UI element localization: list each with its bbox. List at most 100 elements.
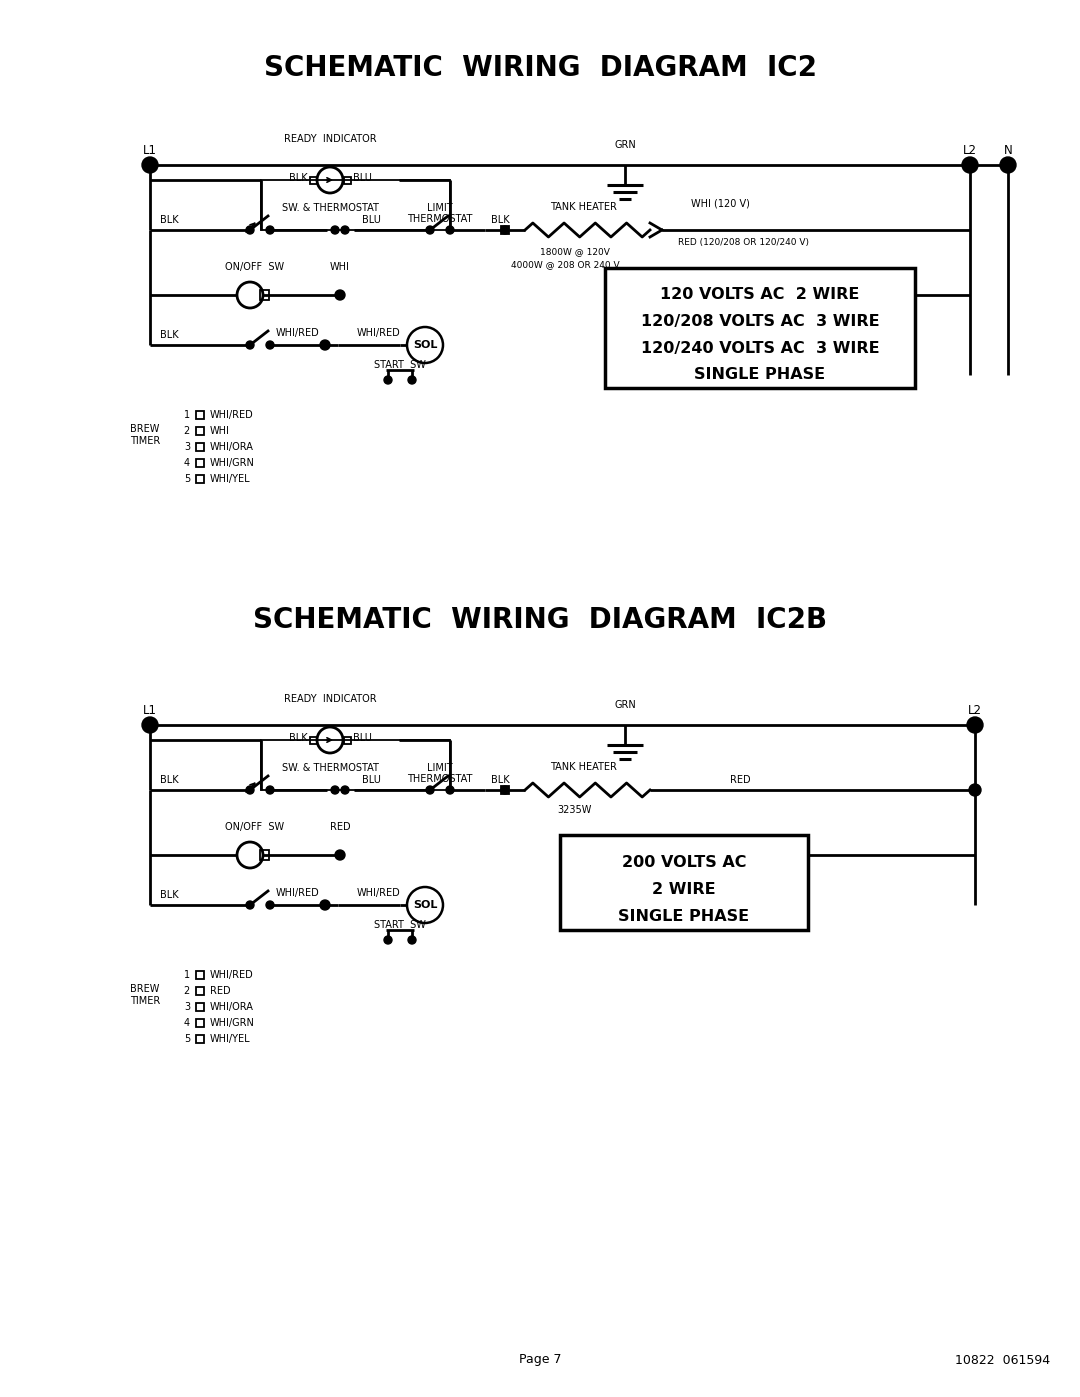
Text: 2 WIRE: 2 WIRE xyxy=(652,882,716,897)
Text: TIMER: TIMER xyxy=(130,996,160,1006)
Circle shape xyxy=(384,936,392,944)
Text: GRN: GRN xyxy=(615,700,636,710)
Circle shape xyxy=(266,226,274,235)
Bar xyxy=(195,475,204,483)
Text: GRN: GRN xyxy=(615,140,636,149)
Text: BLU: BLU xyxy=(362,775,381,785)
Text: RED: RED xyxy=(730,775,751,785)
Text: 2: 2 xyxy=(184,426,190,436)
Text: WHI/RED: WHI/RED xyxy=(276,888,320,898)
Text: 3: 3 xyxy=(184,1002,190,1011)
Text: WHI: WHI xyxy=(685,284,705,293)
Bar xyxy=(261,740,450,789)
Text: THERMOSTAT: THERMOSTAT xyxy=(407,214,473,224)
Circle shape xyxy=(446,787,454,793)
Text: WHI/YEL: WHI/YEL xyxy=(210,1034,251,1044)
Text: BLK: BLK xyxy=(160,775,178,785)
Bar xyxy=(195,411,204,419)
Text: RED: RED xyxy=(210,986,231,996)
Text: SOL: SOL xyxy=(413,900,437,909)
Text: 5: 5 xyxy=(184,474,190,483)
Bar xyxy=(561,835,808,930)
Text: WHI/RED: WHI/RED xyxy=(210,409,254,420)
Text: WHI/GRN: WHI/GRN xyxy=(210,1018,255,1028)
Text: SW. & THERMOSTAT: SW. & THERMOSTAT xyxy=(282,763,378,773)
Bar xyxy=(195,988,204,995)
Text: READY  INDICATOR: READY INDICATOR xyxy=(284,134,376,144)
Text: ON/OFF  SW: ON/OFF SW xyxy=(226,821,284,833)
Text: SOL: SOL xyxy=(413,339,437,351)
Text: N: N xyxy=(1003,144,1012,158)
Circle shape xyxy=(141,717,158,733)
Text: 5: 5 xyxy=(184,1034,190,1044)
Text: START  SW: START SW xyxy=(374,921,426,930)
Text: WHI/YEL: WHI/YEL xyxy=(210,474,251,483)
Text: TANK HEATER: TANK HEATER xyxy=(550,761,617,773)
Bar xyxy=(195,1018,204,1027)
Bar xyxy=(195,460,204,467)
Text: WHI/RED: WHI/RED xyxy=(276,328,320,338)
Text: START  SW: START SW xyxy=(374,360,426,370)
Text: 1: 1 xyxy=(184,409,190,420)
Text: WHI/RED: WHI/RED xyxy=(357,328,401,338)
Text: BLK: BLK xyxy=(160,890,178,900)
Text: BREW: BREW xyxy=(131,425,160,434)
Text: Page 7: Page 7 xyxy=(518,1354,562,1366)
Circle shape xyxy=(408,376,416,384)
Circle shape xyxy=(246,341,254,349)
Circle shape xyxy=(330,787,339,793)
Text: BREW: BREW xyxy=(131,983,160,995)
Text: SCHEMATIC  WIRING  DIAGRAM  IC2: SCHEMATIC WIRING DIAGRAM IC2 xyxy=(264,54,816,82)
Circle shape xyxy=(969,784,981,796)
Circle shape xyxy=(341,226,349,235)
Circle shape xyxy=(967,717,983,733)
Circle shape xyxy=(266,901,274,909)
Bar xyxy=(260,849,269,861)
Text: WHI (120 V): WHI (120 V) xyxy=(690,198,750,210)
Bar xyxy=(195,443,204,451)
Circle shape xyxy=(335,291,345,300)
Circle shape xyxy=(408,936,416,944)
Bar xyxy=(343,176,351,183)
Text: 2: 2 xyxy=(184,986,190,996)
Text: WHI/GRN: WHI/GRN xyxy=(210,458,255,468)
Bar xyxy=(343,736,351,743)
Circle shape xyxy=(335,849,345,861)
Text: BLK: BLK xyxy=(160,215,178,225)
Text: ON/OFF  SW: ON/OFF SW xyxy=(226,263,284,272)
Text: BLK: BLK xyxy=(288,173,308,183)
Text: BLK: BLK xyxy=(160,330,178,339)
Text: L1: L1 xyxy=(143,144,157,158)
Text: SINGLE PHASE: SINGLE PHASE xyxy=(619,909,750,923)
Text: BLK: BLK xyxy=(288,733,308,743)
Text: WHI: WHI xyxy=(330,263,350,272)
Text: WHI: WHI xyxy=(210,426,230,436)
Bar xyxy=(310,736,316,743)
Text: LIMIT: LIMIT xyxy=(428,763,453,773)
Text: 3: 3 xyxy=(184,441,190,453)
Circle shape xyxy=(1000,156,1016,173)
Bar xyxy=(605,268,915,388)
Circle shape xyxy=(384,376,392,384)
Circle shape xyxy=(141,156,158,173)
Text: RED: RED xyxy=(730,842,751,854)
Text: WHI/RED: WHI/RED xyxy=(357,888,401,898)
Text: L2: L2 xyxy=(968,704,982,718)
Bar xyxy=(310,176,316,183)
Text: 120 VOLTS AC  2 WIRE: 120 VOLTS AC 2 WIRE xyxy=(660,288,860,302)
Bar xyxy=(195,1035,204,1044)
Text: L1: L1 xyxy=(143,704,157,718)
Text: BLK: BLK xyxy=(491,215,510,225)
Text: TANK HEATER: TANK HEATER xyxy=(550,203,617,212)
Text: 3235W: 3235W xyxy=(557,805,592,814)
Text: TIMER: TIMER xyxy=(130,436,160,446)
Circle shape xyxy=(426,226,434,235)
Text: BLU: BLU xyxy=(362,215,381,225)
Text: WHI/ORA: WHI/ORA xyxy=(210,441,254,453)
Text: 4: 4 xyxy=(184,458,190,468)
Text: L2: L2 xyxy=(963,144,977,158)
Bar xyxy=(195,427,204,434)
Bar xyxy=(260,291,269,300)
Text: WHI/ORA: WHI/ORA xyxy=(210,1002,254,1011)
Text: SCHEMATIC  WIRING  DIAGRAM  IC2B: SCHEMATIC WIRING DIAGRAM IC2B xyxy=(253,606,827,634)
